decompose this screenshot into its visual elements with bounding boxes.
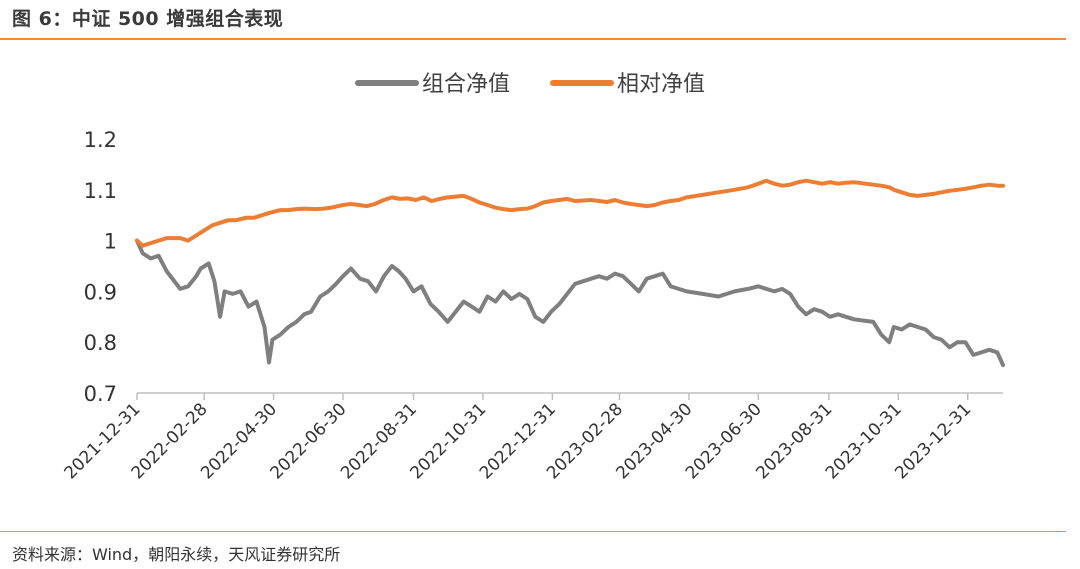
chart-area: 组合净值 相对净值 0.7 0.8 0.9 1 1.1 1.2 2021-12-312022… <box>61 72 1005 483</box>
figure-title: 图 6：中证 500 增强组合表现 <box>12 8 284 30</box>
chart-legend: 组合净值 相对净值 <box>355 72 705 97</box>
bottom-rule <box>0 531 1066 532</box>
y-tick-label: 0.9 <box>84 280 117 304</box>
y-tick-label: 1.2 <box>84 128 117 152</box>
y-tick-label: 1.1 <box>84 179 117 203</box>
y-tick-label: 0.8 <box>84 331 117 355</box>
y-tick-label: 0.7 <box>84 382 117 406</box>
x-axis: 2021-12-312022-02-282022-04-302022-06-30… <box>61 392 1003 483</box>
plot-lines <box>135 178 1005 368</box>
series-line-1 <box>135 238 1005 368</box>
y-tick-label: 1 <box>104 230 117 254</box>
y-axis: 0.7 0.8 0.9 1 1.1 1.2 <box>84 128 117 406</box>
source-note: 资料来源：Wind，朝阳永续，天风证券研究所 <box>12 545 341 564</box>
legend-label-2: 相对净值 <box>617 72 705 97</box>
legend-label-1: 组合净值 <box>422 72 510 97</box>
top-rule <box>0 38 1066 40</box>
series-line-2 <box>135 178 1005 248</box>
